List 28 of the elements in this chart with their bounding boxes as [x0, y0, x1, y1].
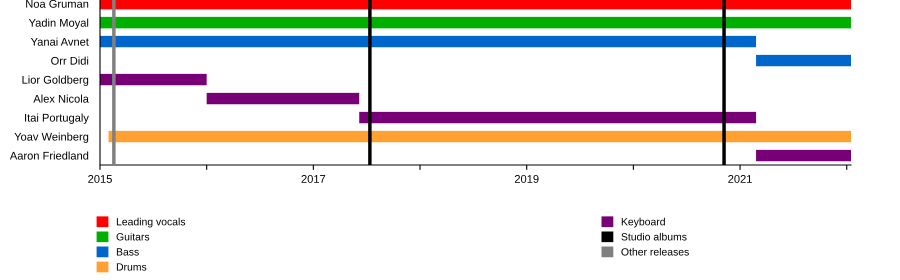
x-tick-label: 2021 [728, 175, 752, 183]
bar [756, 150, 851, 162]
bar [756, 54, 851, 66]
legend-label: Studio albums [621, 232, 687, 240]
x-tick-label: 2015 [88, 175, 112, 183]
bar [100, 16, 851, 28]
bar [206, 92, 360, 104]
y-tick-label: Alex Nicola [33, 94, 89, 103]
legend-label: Keyboard [622, 218, 665, 228]
y-tick-label: Yadin Moyal [28, 18, 88, 29]
legend-label: Leading vocals [116, 218, 186, 228]
y-tick-label: Yanai Avnet [30, 38, 89, 46]
y-tick-label: Aaron Friedland [10, 151, 88, 160]
legend-label: Guitars [116, 232, 150, 240]
y-tick-label: Noa Gruman [26, 0, 88, 8]
bar [359, 112, 756, 124]
x-tick-label: 2019 [514, 175, 539, 183]
bar [100, 36, 756, 48]
x-tick-label: 2017 [302, 175, 326, 183]
bar [108, 130, 851, 142]
legend-label: Drums [116, 263, 146, 271]
y-tick-label: Lior Goldberg [22, 76, 88, 86]
y-tick-label: Yoav Weinberg [14, 132, 88, 143]
y-tick-label: Itai Portugaly [25, 114, 89, 124]
legend-label: Bass [116, 248, 139, 256]
bar [100, 74, 207, 86]
y-tick-label: Orr Didi [51, 56, 88, 65]
legend-label: Other releases [621, 248, 689, 256]
